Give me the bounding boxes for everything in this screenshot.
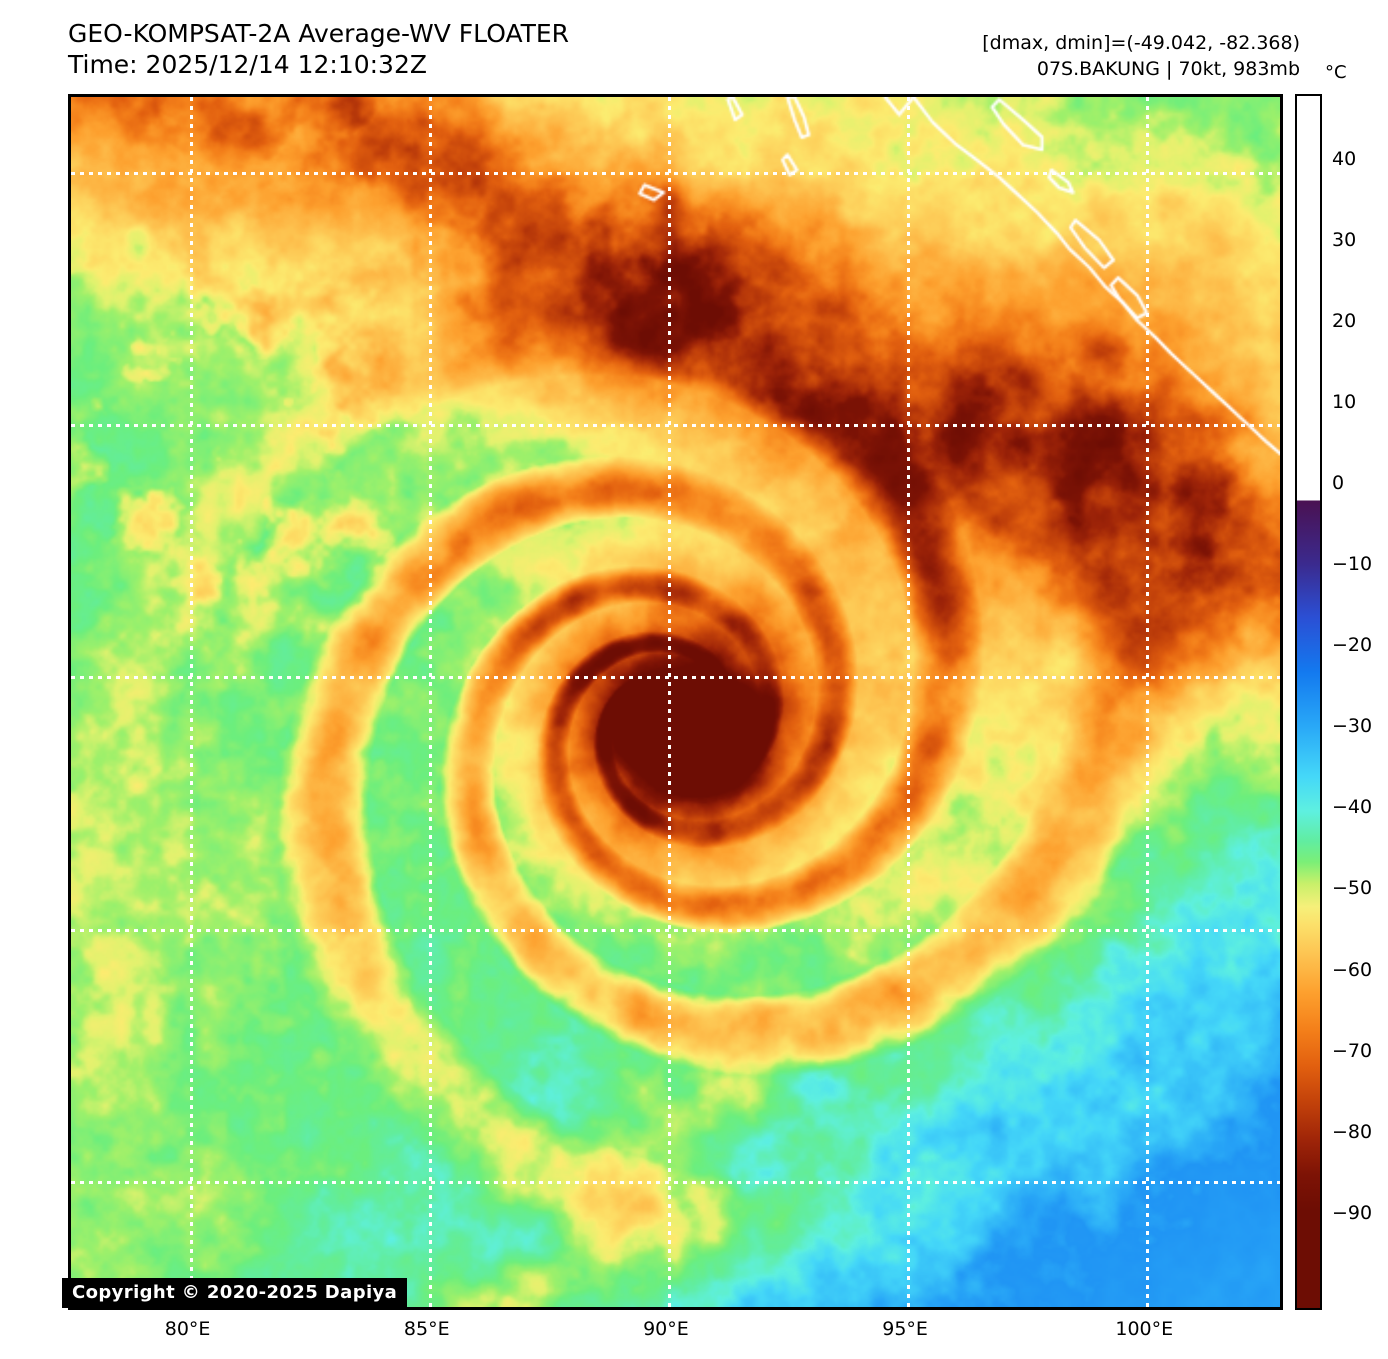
- colorbar-tick-0: 0: [1332, 472, 1345, 495]
- x-axis-tick-80°E: 80°E: [164, 1318, 211, 1340]
- colorbar-tick--70: −70: [1332, 1039, 1373, 1062]
- colorbar-tick--50: −50: [1332, 877, 1373, 900]
- colorbar-tick-40: 40: [1332, 147, 1357, 170]
- colorbar-tick--30: −30: [1332, 715, 1373, 738]
- colorbar-tick-10: 10: [1332, 391, 1357, 414]
- colorbar-tick--10: −10: [1332, 553, 1373, 576]
- timestamp-label: Time: 2025/12/14 12:10:32Z: [68, 50, 427, 79]
- satellite-imagery-raster: [71, 97, 1280, 1307]
- page-title: GEO-KOMPSAT-2A Average-WV FLOATER: [68, 19, 570, 48]
- colorbar[interactable]: [1295, 94, 1322, 1310]
- data-range-label: [dmax, dmin]=(-49.042, -82.368): [982, 32, 1300, 54]
- metadata-block: [dmax, dmin]=(-49.042, -82.368) 07S.BAKU…: [982, 30, 1300, 82]
- x-axis-tick-100°E: 100°E: [1115, 1318, 1174, 1340]
- x-axis-tick-85°E: 85°E: [403, 1318, 450, 1340]
- title-block: GEO-KOMPSAT-2A Average-WV FLOATER Time: …: [68, 18, 569, 80]
- colorbar-tick--90: −90: [1332, 1201, 1373, 1224]
- satellite-image-plot[interactable]: [68, 94, 1283, 1310]
- copyright-watermark: Copyright © 2020-2025 Dapiya: [62, 1278, 408, 1308]
- storm-info-label: 07S.BAKUNG | 70kt, 983mb: [1036, 58, 1300, 80]
- colorbar-tick-20: 20: [1332, 309, 1357, 332]
- colorbar-tick--20: −20: [1332, 634, 1373, 657]
- x-axis-tick-95°E: 95°E: [882, 1318, 928, 1340]
- colorbar-tick--40: −40: [1332, 796, 1373, 819]
- colorbar-tick--60: −60: [1332, 958, 1373, 981]
- colorbar-unit-label: °C: [1325, 62, 1347, 83]
- colorbar-tick-30: 30: [1332, 228, 1357, 251]
- x-axis-tick-90°E: 90°E: [643, 1318, 689, 1340]
- colorbar-tick--80: −80: [1332, 1120, 1373, 1143]
